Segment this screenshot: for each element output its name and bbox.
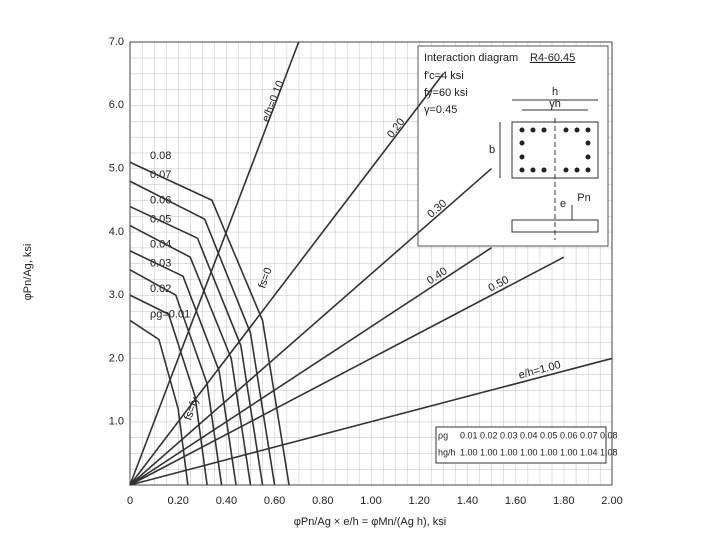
eh-line [129,357,613,486]
diagram-title: Interaction diagram [424,52,518,64]
curve-label: 0.04 [150,239,171,251]
curve-label: 0.03 [150,258,171,270]
table-cell: 0.03 [500,430,518,440]
rho-curve [129,180,276,486]
x-tick-label: 0.20 [167,495,188,507]
table-cell: 1.00 [480,447,498,457]
curve-label: 0.06 [150,194,171,206]
rho-curve [129,294,208,486]
x-tick-label: 0.60 [264,495,285,507]
inset-label: γh [549,98,561,110]
diagram-id: R4-60.45 [530,52,575,64]
rho-curve [129,269,223,486]
table-cell: 0.07 [580,430,598,440]
table-cell: 1.00 [460,447,478,457]
table-cell: 0.05 [540,430,558,440]
x-tick-label: 1.20 [408,495,429,507]
inset-label: h [552,86,558,98]
info-box: Interaction diagram R4-60.45 f'c=4 ksi f… [417,45,609,247]
eh-line [129,73,444,486]
table-cell: hg/h [438,447,456,457]
y-tick-label: 1.0 [109,416,124,428]
table-cell: 0.01 [460,430,478,440]
x-tick-label: 0.80 [312,495,333,507]
eh-line [129,247,492,486]
y-tick-label: 5.0 [109,162,124,174]
table-cell: 1.04 [580,447,598,457]
table-cell: 1.00 [500,447,518,457]
curve-label: ρg=0.01 [150,308,190,320]
rho-curve [129,250,237,486]
x-tick-label: 2.00 [601,495,622,507]
param: f'c=4 ksi [424,70,464,82]
inset-label: Pn [577,192,590,204]
param: fy=60 ksi [424,87,468,99]
y-tick-label: 3.0 [109,289,124,301]
eh-line [129,167,493,486]
y-tick-label: 2.0 [109,352,124,364]
table-cell: 1.00 [540,447,558,457]
inset-label: e [560,198,566,210]
x-axis-label: φPn/Ag × e/h = φMn/(Ag h), ksi [294,516,446,528]
curve-label: 0.05 [150,213,171,225]
inset-label: b [489,144,495,156]
x-tick-label: 1.40 [457,495,478,507]
y-axis-label: φPn/Ag, ksi [22,244,34,301]
y-tick-label: 7.0 [109,36,124,48]
param: γ=0.45 [424,104,457,116]
elevation [511,219,599,233]
table-cell: 0.06 [560,430,578,440]
table-cell: 0.02 [480,430,498,440]
x-tick-label: 1.80 [553,495,574,507]
curve-label: 0.02 [150,283,171,295]
table-cell: 0.08 [600,430,618,440]
curve-label: 0.08 [150,150,171,162]
x-tick-label: 0.40 [216,495,237,507]
y-tick-label: 6.0 [109,99,124,111]
table-frame [435,426,607,464]
table-cell: 1.08 [600,447,618,457]
y-tick-label: 4.0 [109,226,124,238]
table-cell: 1.00 [560,447,578,457]
rebars [519,127,591,173]
x-tick-label: 0 [127,495,133,507]
rho-curve [129,205,264,486]
x-tick-label: 1.00 [360,495,381,507]
table-cell: 0.04 [520,430,538,440]
rho-curve [129,224,252,486]
table-cell: 1.00 [520,447,538,457]
table-cell: ρg [438,430,448,440]
x-tick-label: 1.60 [505,495,526,507]
rho-curve [129,319,189,486]
eh-line [129,41,300,486]
rho-curve [129,161,290,486]
